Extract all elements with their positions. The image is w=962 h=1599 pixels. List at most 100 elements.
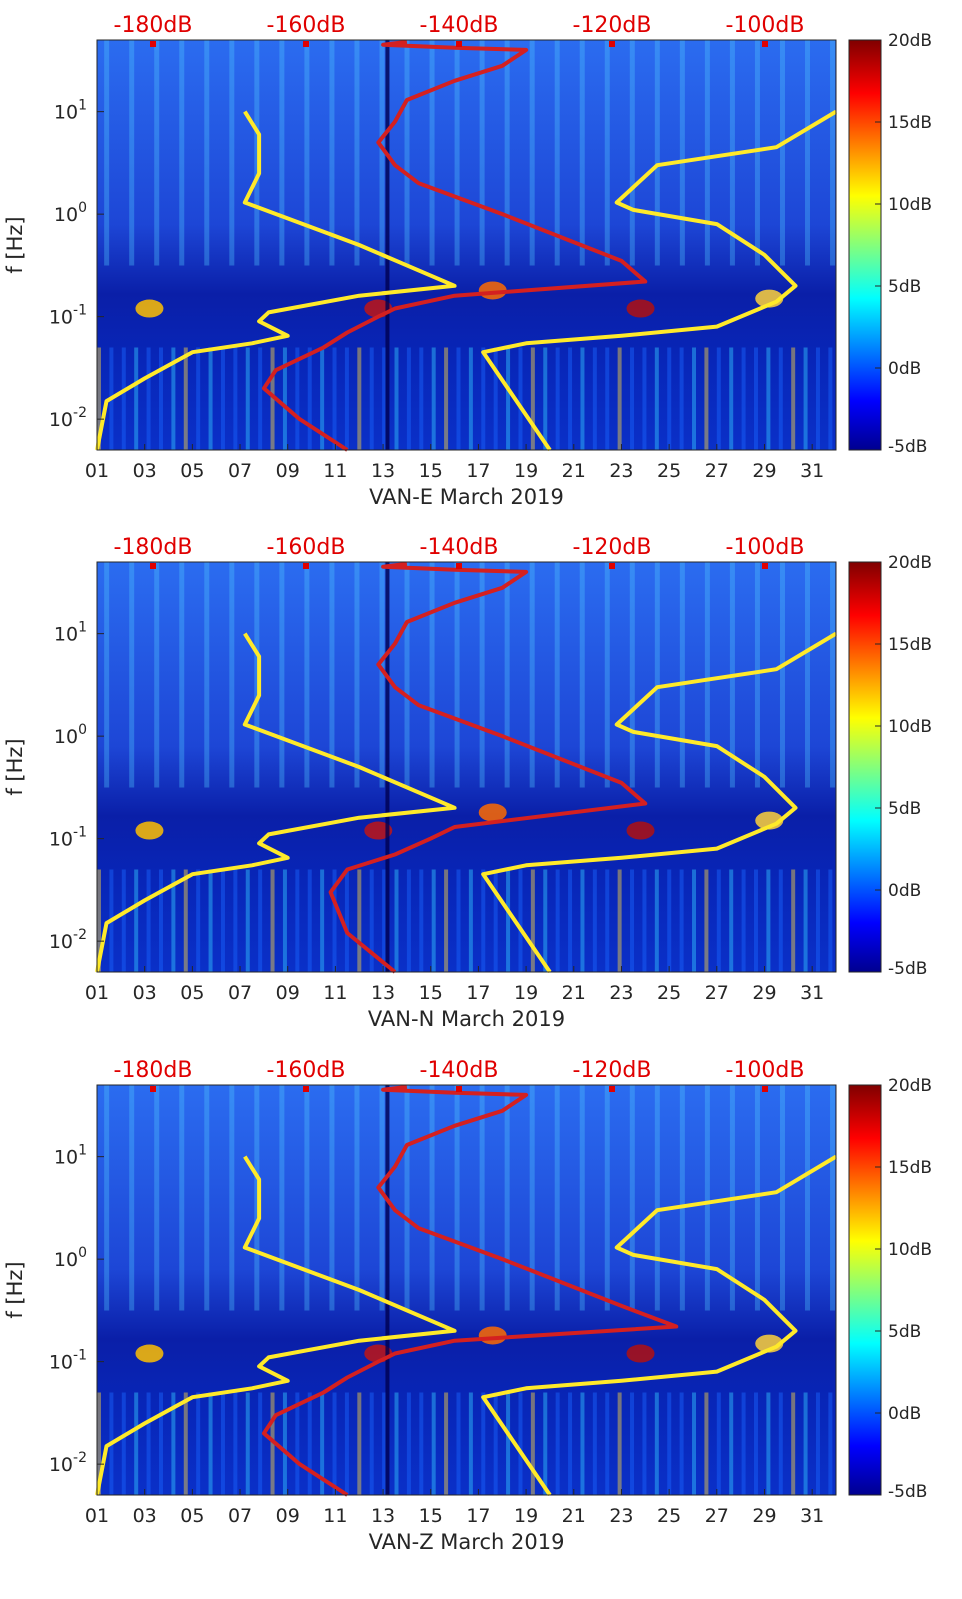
x-tick-label: 17 [466, 1505, 490, 1527]
top-db-label: -180dB [114, 535, 193, 560]
colorbar-label: 10dB [888, 1240, 932, 1260]
x-tick-label: 01 [85, 982, 109, 1004]
series-red-noise-model [261, 39, 648, 452]
spectrogram-hotspots [135, 803, 784, 840]
x-tick-label: 19 [514, 460, 538, 482]
colorbar-label: 0dB [888, 881, 921, 901]
colorbar-label: 0dB [888, 1404, 921, 1424]
x-tick-label: 01 [85, 1505, 109, 1527]
x-tick-label: 19 [514, 1505, 538, 1527]
y-axis-label: f [Hz] [3, 216, 27, 273]
top-db-label: -100dB [726, 13, 805, 38]
x-tick-label: 23 [609, 460, 633, 482]
series-yellow-curve-right [481, 631, 838, 974]
x-tick-label: 19 [514, 982, 538, 1004]
top-db-label: -120dB [573, 535, 652, 560]
x-tick-label: 07 [228, 982, 252, 1004]
colorbar [848, 39, 882, 451]
x-axis-label: VAN-N March 2019 [368, 1007, 565, 1031]
y-tick-labels: 10-2 10-1 100 101 [49, 620, 87, 954]
colorbar-labels: 20dB 15dB 10dB 5dB 0dB -5dB [888, 1076, 932, 1502]
x-tick-label: 21 [562, 982, 586, 1004]
y-tick-label: 10-1 [49, 303, 87, 329]
colorbar-label: 15dB [888, 1158, 932, 1178]
spectrogram-field [97, 1085, 836, 1495]
x-tick-label: 15 [419, 460, 443, 482]
spectrogram-field [97, 562, 836, 972]
y-tick-label: 10-2 [49, 405, 87, 431]
top-db-label: -100dB [726, 1058, 805, 1083]
top-db-label: -100dB [726, 535, 805, 560]
x-tick-label: 01 [85, 460, 109, 482]
top-db-label: -140dB [420, 1058, 499, 1083]
x-tick-label: 15 [419, 982, 443, 1004]
top-db-label: -160dB [267, 535, 346, 560]
gap-line [385, 562, 390, 972]
x-tick-label: 27 [705, 1505, 729, 1527]
x-axis-label: VAN-Z March 2019 [369, 1530, 565, 1554]
plot-frame [96, 561, 837, 973]
colorbar [848, 561, 882, 973]
top-db-marker [456, 1086, 462, 1092]
top-db-label: -140dB [420, 13, 499, 38]
colorbar-label: 20dB [888, 1076, 932, 1096]
x-tick-label: 21 [562, 460, 586, 482]
x-tick-label: 31 [800, 1505, 824, 1527]
series-red-noise-model [261, 1084, 679, 1497]
x-tick-label: 09 [276, 982, 300, 1004]
top-db-marker [609, 41, 615, 47]
y-tick-label: 101 [54, 620, 87, 646]
top-db-marker [303, 41, 309, 47]
top-db-marker [150, 563, 156, 569]
series-yellow-curve-left [95, 110, 457, 451]
top-db-marker [303, 1086, 309, 1092]
y-tick-label: 100 [54, 722, 87, 748]
colorbar-label: 0dB [888, 359, 921, 379]
x-tick-label: 03 [133, 982, 157, 1004]
y-tick-label: 101 [54, 1143, 87, 1169]
top-db-marker [762, 41, 768, 47]
top-db-marker [609, 563, 615, 569]
y-axis-label: f [Hz] [3, 1261, 27, 1318]
colorbar-label: 5dB [888, 1322, 921, 1342]
y-tick-label: 10-2 [49, 1450, 87, 1476]
y-tick-label: 10-2 [49, 927, 87, 953]
x-tick-label: 11 [323, 1505, 347, 1527]
x-tick-label: 27 [705, 982, 729, 1004]
colorbar-label: 10dB [888, 717, 932, 737]
y-axis-label: f [Hz] [3, 738, 27, 795]
y-tick-label: 100 [54, 200, 87, 226]
x-tick-label: 05 [180, 982, 204, 1004]
x-tick-label: 17 [466, 982, 490, 1004]
colorbar-label: 5dB [888, 277, 921, 297]
top-db-marker [150, 1086, 156, 1092]
colorbar-label: -5dB [888, 437, 927, 457]
x-tick-label: 29 [752, 982, 776, 1004]
y-tick-label: 100 [54, 1245, 87, 1271]
gap-line [385, 40, 390, 450]
top-db-label: -180dB [114, 1058, 193, 1083]
x-tick-label: 27 [705, 460, 729, 482]
x-tick-label: 25 [657, 982, 681, 1004]
top-db-label: -160dB [267, 13, 346, 38]
top-db-marker [303, 563, 309, 569]
series-yellow-curve-left [95, 1155, 457, 1496]
top-db-marker [150, 41, 156, 47]
x-tick-label: 07 [228, 460, 252, 482]
series-red-noise-model [328, 561, 648, 974]
colorbar-label: 10dB [888, 195, 932, 215]
x-tick-label: 25 [657, 460, 681, 482]
x-tick-label: 07 [228, 1505, 252, 1527]
x-tick-label: 03 [133, 1505, 157, 1527]
x-tick-label: 31 [800, 982, 824, 1004]
top-db-label: -120dB [573, 1058, 652, 1083]
top-db-label: -140dB [420, 535, 499, 560]
x-tick-label: 29 [752, 1505, 776, 1527]
x-tick-label: 11 [323, 982, 347, 1004]
colorbar-label: -5dB [888, 1482, 927, 1502]
x-tick-label: 23 [609, 1505, 633, 1527]
colorbar-labels: 20dB 15dB 10dB 5dB 0dB -5dB [888, 31, 932, 457]
plot-frame [96, 1084, 837, 1496]
x-tick-label: 09 [276, 460, 300, 482]
